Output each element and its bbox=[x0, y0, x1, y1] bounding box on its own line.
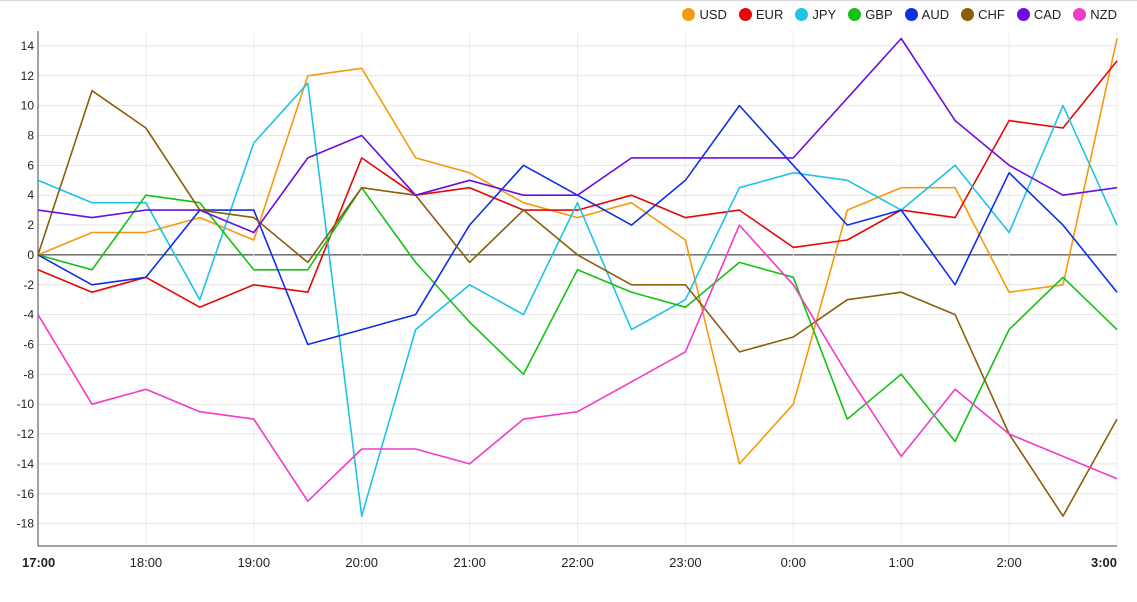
y-tick-label: -10 bbox=[17, 397, 35, 411]
x-tick-label: 20:00 bbox=[345, 555, 378, 570]
legend-item-chf[interactable]: CHF bbox=[961, 7, 1005, 22]
legend: USD EUR JPY GBP AUD CHF CAD NZD bbox=[682, 7, 1117, 22]
series-cad bbox=[37, 37, 1118, 234]
series-nzd bbox=[37, 224, 1118, 503]
grid bbox=[37, 31, 1118, 546]
series-line-jpy bbox=[37, 82, 1118, 517]
series-eur bbox=[37, 60, 1118, 309]
y-tick-label: -12 bbox=[17, 427, 35, 441]
series-jpy bbox=[37, 82, 1118, 517]
y-tick-label: -18 bbox=[17, 517, 35, 531]
y-tick-label: 14 bbox=[21, 39, 35, 53]
legend-dot-icon bbox=[961, 8, 975, 21]
legend-item-usd[interactable]: USD bbox=[682, 7, 727, 22]
legend-label: CHF bbox=[978, 7, 1005, 22]
series-line-chf bbox=[37, 89, 1118, 517]
legend-label: NZD bbox=[1090, 7, 1117, 22]
legend-label: USD bbox=[699, 7, 727, 22]
x-tick-label: 23:00 bbox=[669, 555, 702, 570]
series-line-eur bbox=[37, 60, 1118, 309]
legend-label: EUR bbox=[755, 7, 784, 22]
x-tick-label: 17:00 bbox=[22, 555, 55, 570]
legend-dot-icon bbox=[738, 8, 752, 21]
y-tick-label: -14 bbox=[17, 457, 35, 471]
x-tick-label: 1:00 bbox=[889, 555, 914, 570]
series-chf bbox=[37, 89, 1118, 517]
legend-dot-icon bbox=[1073, 8, 1087, 21]
legend-item-aud[interactable]: AUD bbox=[904, 7, 950, 22]
legend-label: CAD bbox=[1033, 7, 1062, 22]
legend-item-nzd[interactable]: NZD bbox=[1073, 7, 1117, 22]
x-tick-label: 3:00 bbox=[1091, 555, 1117, 570]
y-tick-label: 12 bbox=[21, 69, 35, 83]
y-tick-label: -6 bbox=[23, 337, 34, 351]
y-tick-label: -4 bbox=[23, 308, 34, 322]
legend-label: GBP bbox=[865, 7, 893, 22]
legend-dot-icon bbox=[848, 8, 862, 21]
y-tick-label: 8 bbox=[27, 128, 34, 142]
y-tick-label: -16 bbox=[17, 487, 35, 501]
legend-dot-icon bbox=[682, 8, 696, 21]
y-tick-label: 0 bbox=[27, 248, 34, 262]
x-tick-label: 21:00 bbox=[453, 555, 486, 570]
x-tick-label: 19:00 bbox=[238, 555, 271, 570]
x-tick-label: 2:00 bbox=[996, 555, 1021, 570]
legend-item-gbp[interactable]: GBP bbox=[848, 7, 893, 22]
x-tick-label: 0:00 bbox=[781, 555, 806, 570]
legend-item-jpy[interactable]: JPY bbox=[795, 7, 836, 22]
legend-label: JPY bbox=[812, 7, 837, 22]
series-line-nzd bbox=[37, 224, 1118, 503]
y-tick-label: 4 bbox=[27, 188, 34, 202]
x-tick-label: 22:00 bbox=[561, 555, 594, 570]
y-tick-label: 10 bbox=[21, 99, 35, 113]
series-line-cad bbox=[37, 37, 1118, 234]
y-tick-label: -8 bbox=[23, 367, 34, 381]
legend-item-cad[interactable]: CAD bbox=[1016, 7, 1062, 22]
series-line-gbp bbox=[37, 186, 1118, 443]
x-tick-label: 18:00 bbox=[130, 555, 163, 570]
legend-dot-icon bbox=[795, 8, 809, 21]
y-tick-label: 2 bbox=[27, 218, 34, 232]
legend-dot-icon bbox=[1016, 8, 1030, 21]
y-tick-label: 6 bbox=[27, 158, 34, 172]
legend-item-eur[interactable]: EUR bbox=[738, 7, 784, 22]
series-gbp bbox=[37, 186, 1118, 443]
legend-label: AUD bbox=[921, 7, 950, 22]
legend-dot-icon bbox=[904, 8, 918, 21]
y-tick-label: -2 bbox=[23, 278, 34, 292]
